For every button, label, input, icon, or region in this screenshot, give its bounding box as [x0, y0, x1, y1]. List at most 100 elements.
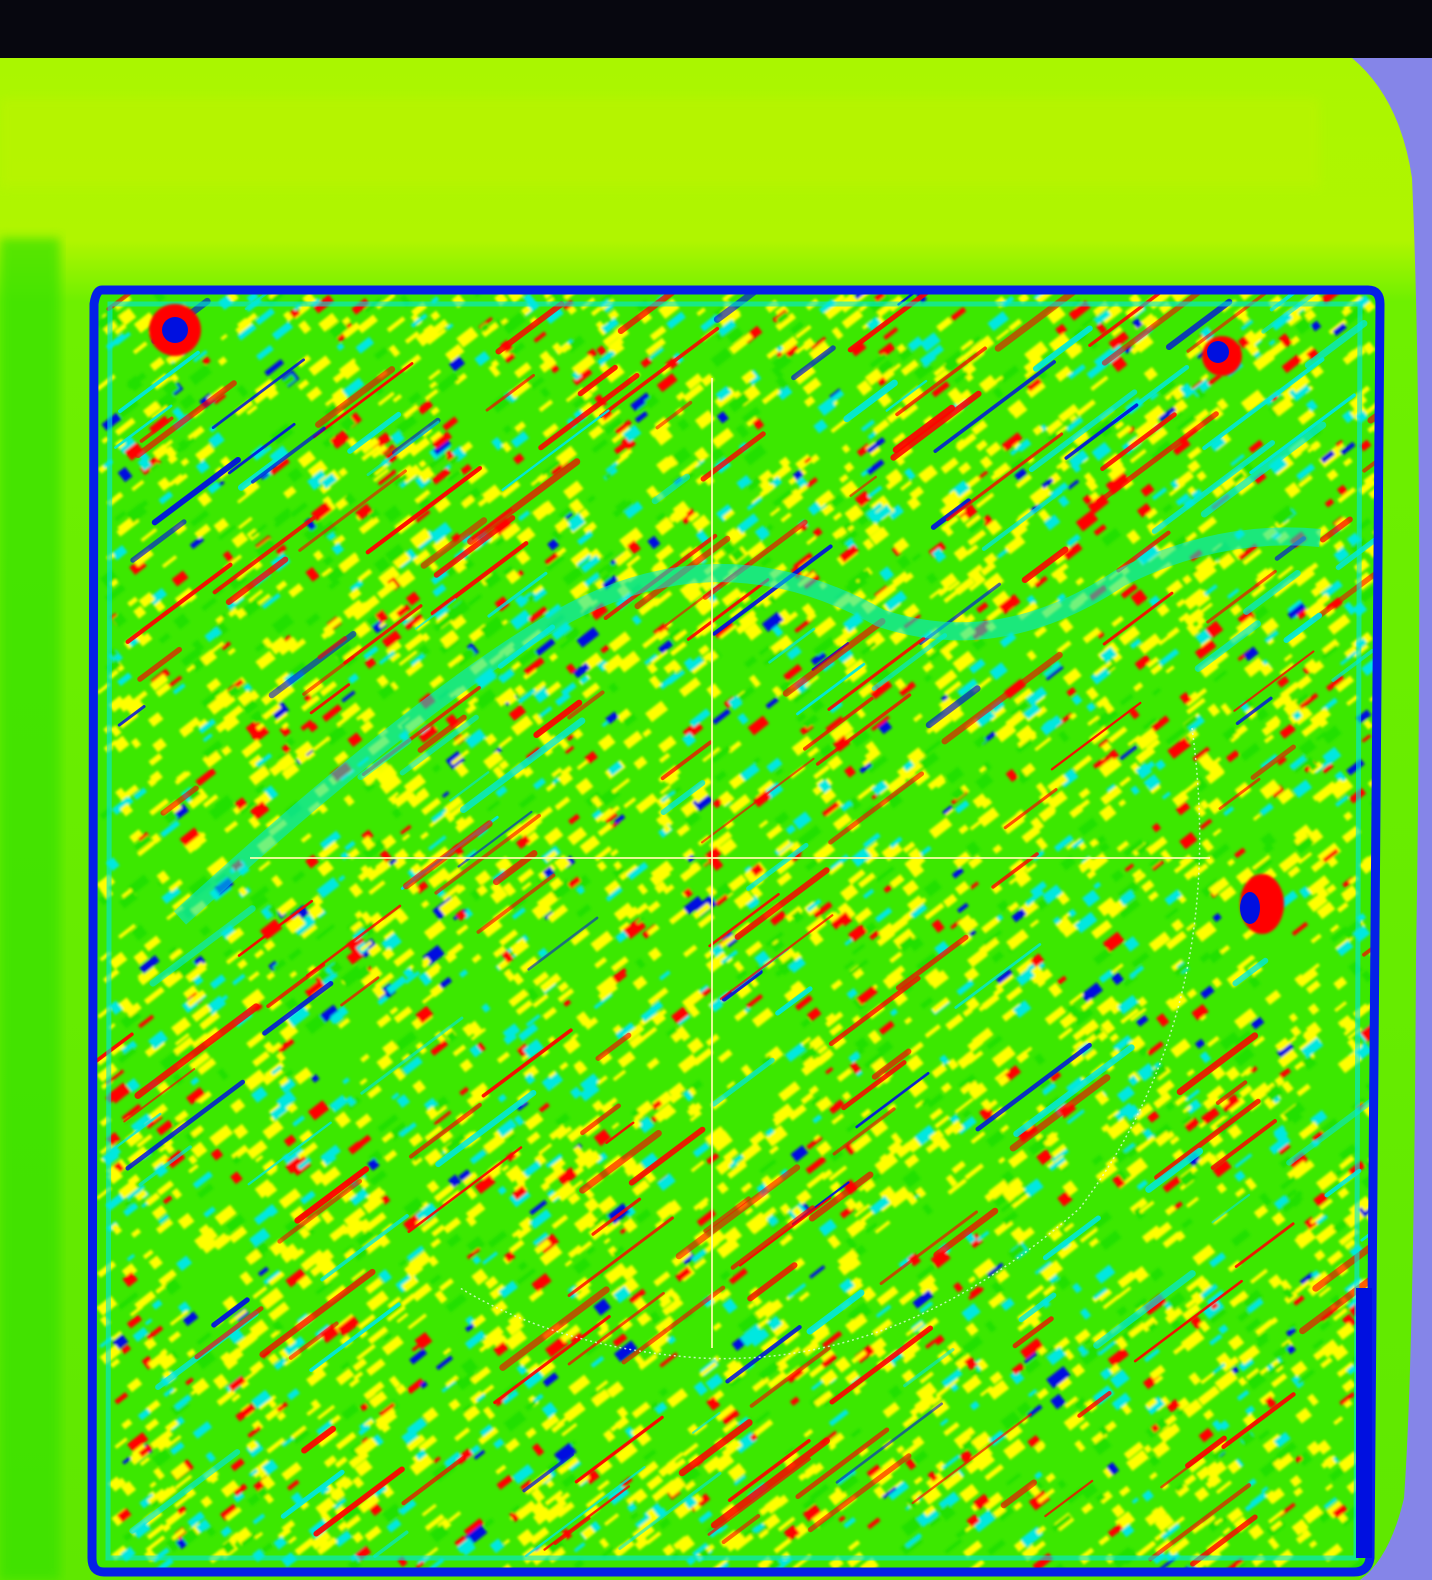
heatmap-cell: [822, 801, 840, 817]
heatmap-cell: [333, 1497, 347, 1510]
heatmap-cell: [925, 1472, 945, 1490]
heatmap-cell: [569, 1086, 583, 1100]
heatmap-cell: [110, 1477, 127, 1492]
heatmap-cell: [117, 694, 136, 713]
heatmap-cell: [325, 1284, 347, 1304]
heatmap-cell: [415, 1005, 434, 1024]
heatmap-cell: [1146, 1110, 1160, 1123]
heatmap-cell: [381, 932, 402, 953]
heatmap-cell: [997, 899, 1010, 912]
heatmap-cell: [1279, 662, 1295, 676]
heatmap-cell: [1156, 719, 1167, 729]
heatmap-cell: [510, 609, 533, 631]
heatmap-cell: [951, 1352, 966, 1365]
heatmap-cell: [179, 394, 196, 410]
heatmap-cell: [1184, 1089, 1201, 1102]
heatmap-cell: [1314, 576, 1331, 593]
heatmap-cell: [236, 958, 248, 970]
plate-heatmap: [92, 290, 1380, 1572]
heatmap-cell: [464, 728, 487, 749]
heatmap-cell: [1296, 463, 1316, 481]
heatmap-cell: [1341, 306, 1354, 319]
heatmap-cell: [881, 841, 903, 862]
heatmap-cell: [1212, 799, 1223, 810]
heatmap-cell: [1111, 326, 1123, 337]
heatmap-cell: [469, 1149, 487, 1165]
render-viewport[interactable]: [0, 58, 1432, 1580]
heatmap-cell: [726, 327, 745, 345]
heatmap-cell: [304, 978, 327, 998]
heatmap-cell: [292, 1115, 306, 1127]
heatmap-cell: [1336, 1361, 1355, 1378]
heatmap-cell: [459, 1086, 470, 1096]
heatmap-cell: [496, 1051, 511, 1064]
heatmap-cell: [411, 1282, 433, 1302]
heatmap-cell: [424, 1148, 443, 1167]
heatmap-cell: [581, 682, 601, 699]
heatmap-cell: [705, 1373, 724, 1391]
heatmap-cell: [505, 1164, 524, 1183]
heatmap-cell: [108, 695, 126, 713]
heatmap-cell: [892, 928, 916, 950]
heatmap-cell: [573, 1542, 586, 1553]
heatmap-cell: [377, 1114, 399, 1133]
heatmap-cell: [286, 1388, 300, 1401]
heatmap-cell: [428, 812, 448, 828]
heatmap-cell: [1093, 881, 1102, 890]
heatmap-cell: [853, 1200, 865, 1212]
heatmap-cell: [1216, 398, 1229, 411]
heatmap-cell: [608, 631, 631, 653]
heatmap-cell: [854, 490, 872, 508]
heatmap-cell: [547, 538, 560, 551]
heatmap-cell: [158, 491, 174, 505]
heatmap-cell: [538, 1143, 553, 1156]
heatmap-cell: [668, 907, 690, 925]
heatmap-cell: [124, 442, 144, 461]
heatmap-cell: [422, 1407, 439, 1424]
heatmap-cell: [548, 652, 559, 662]
heatmap-cell: [554, 796, 571, 811]
heatmap-cell: [1024, 1358, 1041, 1374]
heatmap-cell: [685, 373, 704, 391]
heatmap-cell: [914, 1099, 925, 1109]
heatmap-cell: [1334, 1001, 1348, 1013]
surface-render[interactable]: [0, 58, 1432, 1580]
heatmap-cell: [955, 432, 977, 452]
heatmap-cell: [466, 642, 480, 657]
heatmap-cell: [261, 1542, 273, 1554]
heatmap-cell: [420, 632, 431, 643]
heatmap-cell: [1337, 487, 1357, 504]
heatmap-cell: [1094, 1264, 1116, 1284]
heatmap-cell: [158, 632, 171, 644]
heatmap-cell: [721, 1408, 740, 1426]
heatmap-cell: [809, 1265, 826, 1279]
heatmap-cell: [451, 445, 468, 462]
heatmap-cell: [846, 1122, 858, 1133]
heatmap-cell: [490, 886, 509, 905]
heatmap-cell: [568, 498, 585, 515]
heatmap-cell: [666, 311, 686, 330]
heatmap-cell: [498, 759, 510, 771]
heatmap-cell: [559, 1324, 581, 1343]
heatmap-cell: [509, 342, 526, 357]
heatmap-cell: [1149, 858, 1161, 869]
heatmap-cell: [962, 1109, 972, 1119]
heatmap-cell: [1298, 969, 1319, 988]
heatmap-cell: [596, 565, 608, 576]
heatmap-cell: [1268, 1274, 1283, 1289]
heatmap-cell: [555, 1112, 571, 1127]
heatmap-cell: [1208, 1252, 1227, 1268]
heatmap-cell: [117, 436, 137, 455]
heatmap-cell: [359, 1077, 368, 1086]
heatmap-cell: [195, 459, 210, 474]
heatmap-cell: [570, 546, 593, 568]
heatmap-cell: [566, 1125, 586, 1143]
heatmap-cell: [1215, 1480, 1232, 1495]
heatmap-cell: [1165, 665, 1175, 674]
heatmap-cell: [1266, 636, 1275, 646]
heatmap-cell: [1310, 365, 1324, 379]
heatmap-cell: [1117, 881, 1140, 901]
heatmap-cell: [283, 1146, 306, 1167]
heatmap-cell: [347, 732, 363, 748]
